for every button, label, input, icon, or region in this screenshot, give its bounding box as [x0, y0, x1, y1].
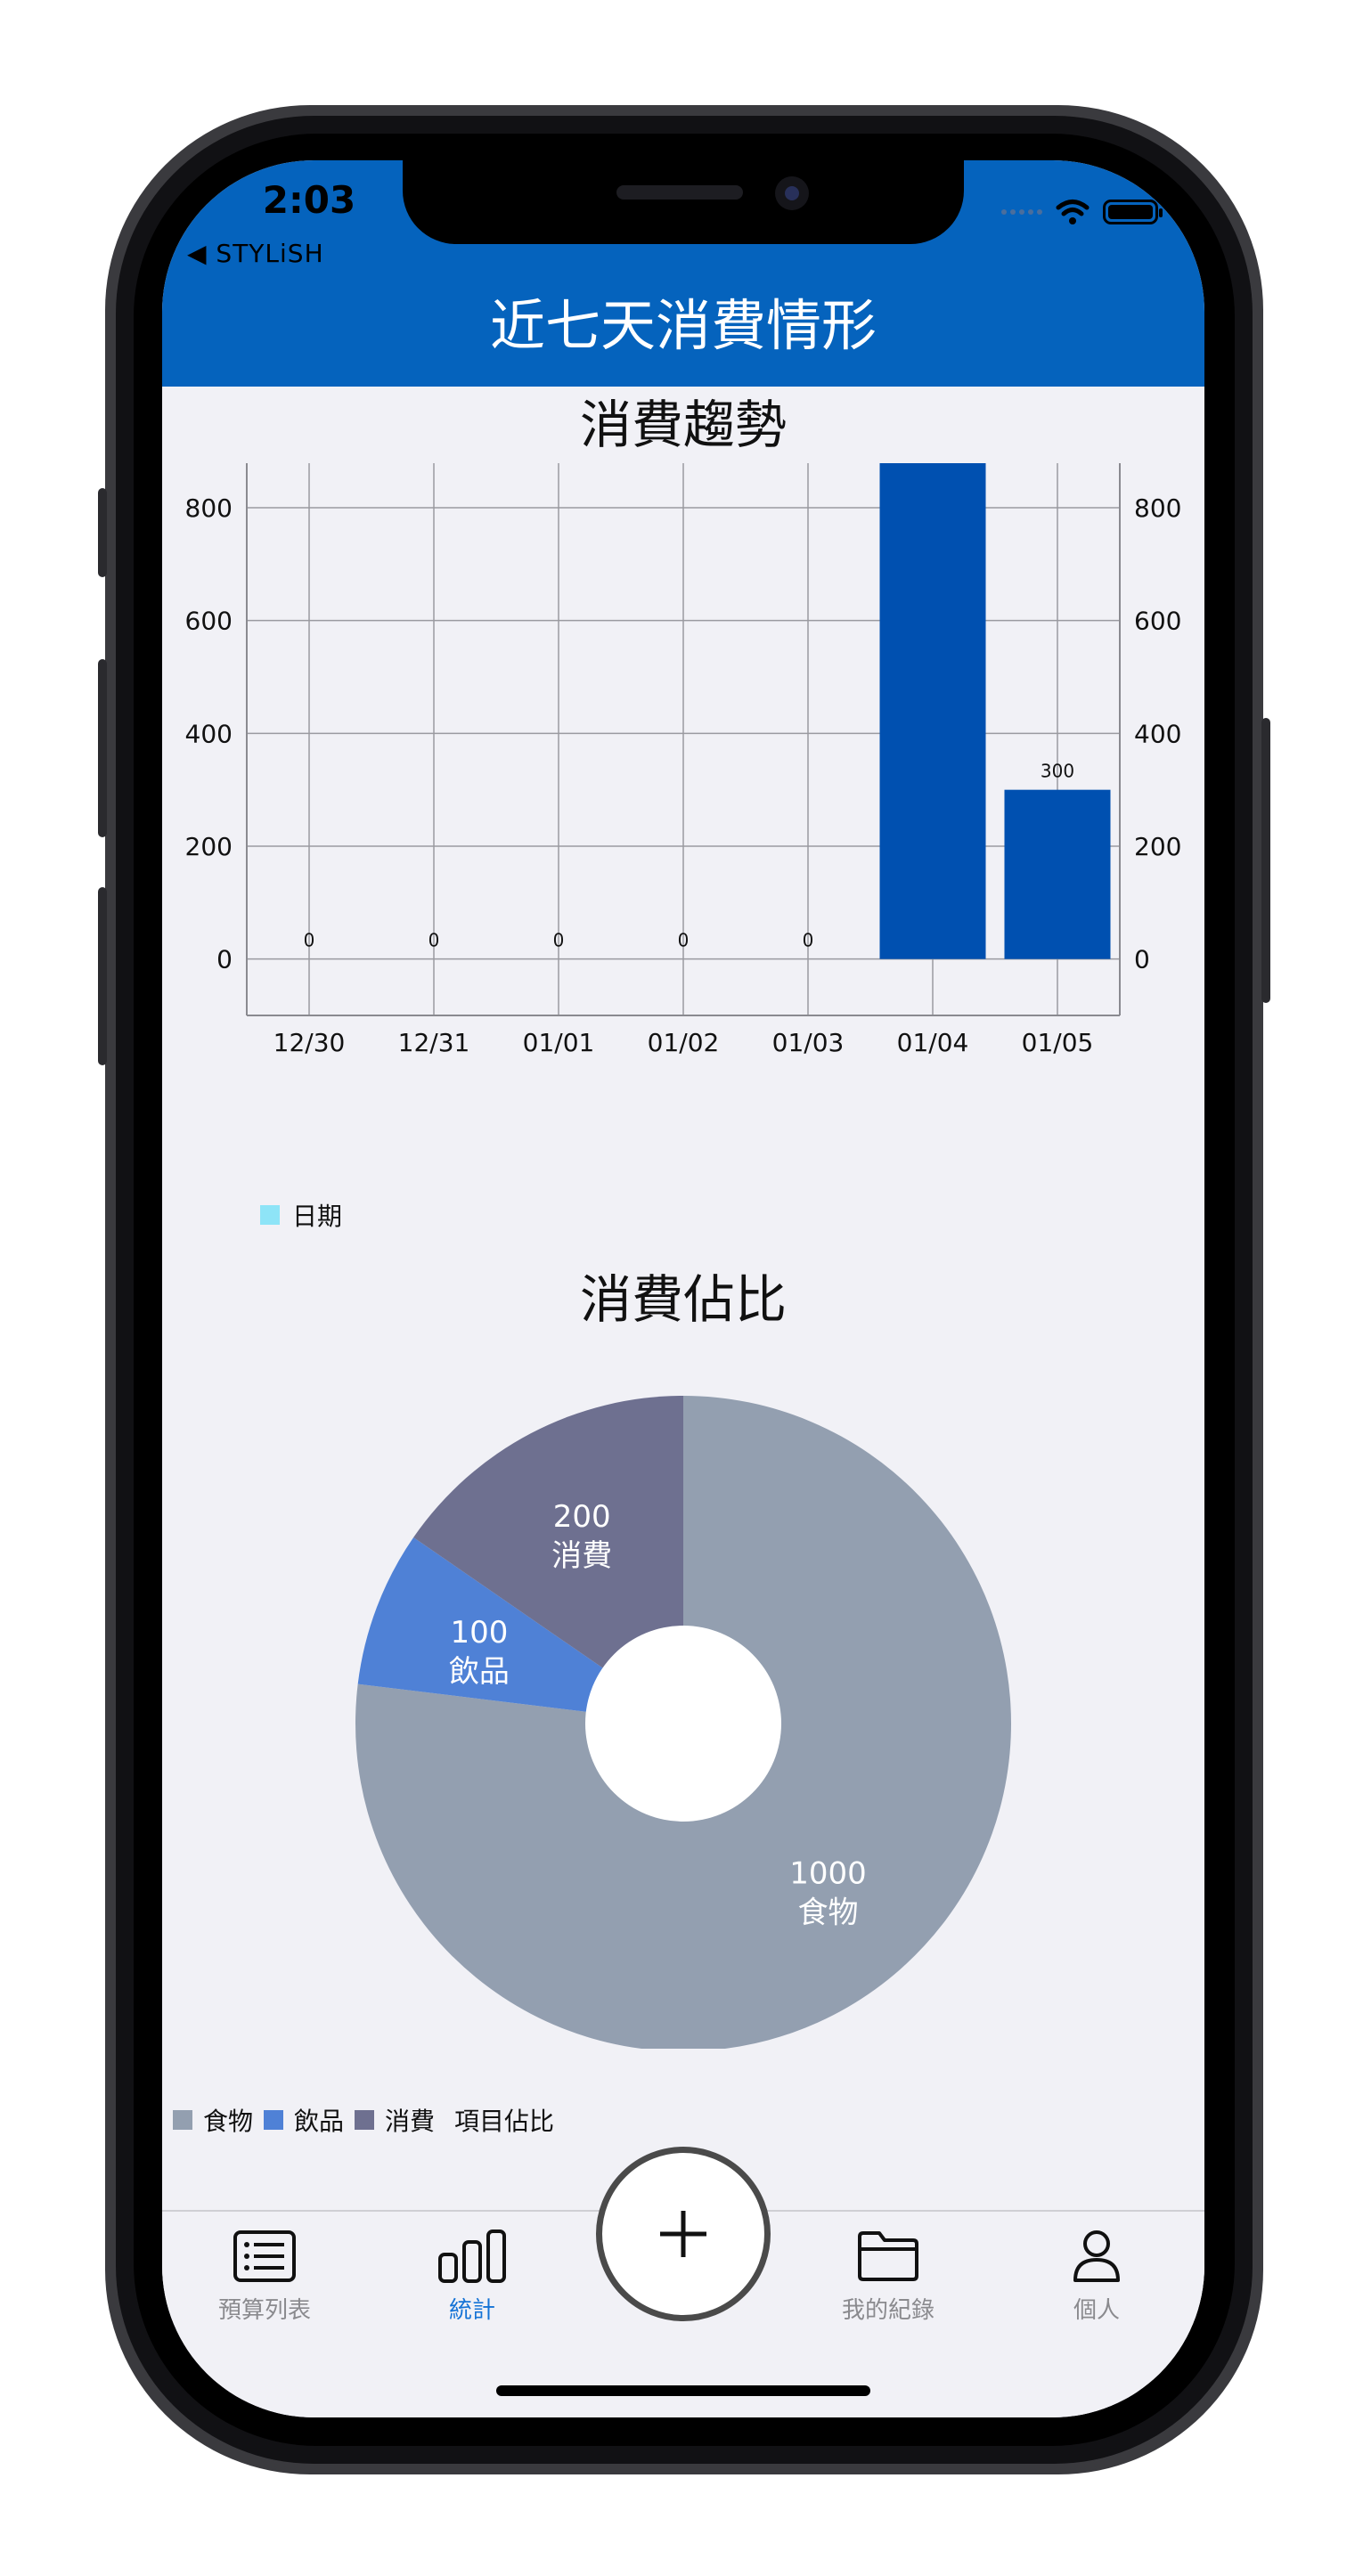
status-time: 2:03 — [262, 178, 356, 222]
share-chart-title: 消費佔比 — [579, 1269, 787, 1330]
wifi-icon — [1056, 200, 1090, 224]
tab-profile[interactable]: 個人 — [1016, 2230, 1177, 2325]
cellular-signal-icon — [1001, 209, 1042, 215]
volume-up-button — [98, 659, 107, 837]
screen: 2:03 ◀ STYLiSH 近七天消費情形 消費趨勢 0 0 200 200 400 4… — [162, 160, 1204, 2417]
bar-value-label: 300 — [1041, 761, 1074, 782]
share-chart-legend: 食物 飲品 消費 項目佔比 — [173, 2102, 554, 2138]
back-to-app-link[interactable]: ◀ STYLiSH — [187, 239, 324, 268]
x-tick-label: 12/31 — [398, 1028, 470, 1057]
slice-category-label: 食物 — [797, 1895, 858, 1930]
slice-spending — [413, 1396, 683, 1724]
legend-title: 項目佔比 — [454, 2107, 555, 2136]
y-tick-label-right: 200 — [1134, 832, 1181, 861]
trend-chart-legend: 日期 — [260, 1197, 342, 1233]
power-button — [1261, 718, 1270, 1003]
tab-my-records-label: 我的紀錄 — [841, 2297, 935, 2324]
notch — [403, 160, 964, 244]
person-icon — [1073, 2230, 1120, 2282]
legend-swatch-food — [173, 2110, 192, 2130]
slice-value-label: 100 — [450, 1615, 508, 1651]
trend-chart-title: 消費趨勢 — [579, 395, 787, 455]
tab-profile-label: 個人 — [1073, 2297, 1120, 2324]
bar-value-label: 0 — [428, 930, 440, 951]
slice-value-label: 200 — [553, 1499, 611, 1535]
x-tick-label: 01/04 — [897, 1028, 969, 1057]
y-tick-label-right: 600 — [1134, 607, 1181, 636]
x-tick-label: 01/02 — [648, 1028, 720, 1057]
y-tick-label-right: 0 — [1134, 945, 1150, 974]
bar-value-label: 0 — [304, 930, 315, 951]
bar — [879, 463, 986, 959]
slice-food — [355, 1396, 1011, 2049]
slice-category-label: 消費 — [551, 1538, 612, 1574]
x-tick-label: 01/01 — [523, 1028, 595, 1057]
y-tick-label-left: 800 — [185, 493, 233, 523]
legend-swatch-spending — [355, 2110, 375, 2130]
x-tick-label: 12/30 — [273, 1028, 346, 1057]
tab-statistics-label: 統計 — [448, 2297, 495, 2324]
legend-swatch-date — [260, 1205, 280, 1225]
bar-value-label: 0 — [678, 930, 690, 951]
bar-value-label: 0 — [803, 930, 814, 951]
trend-bar-chart: 0020020040040060060080080010001000012/30… — [185, 463, 1181, 1057]
tab-budget-list[interactable]: 預算列表 — [184, 2230, 345, 2325]
bar-value-label: 0 — [553, 930, 565, 951]
tab-my-records[interactable]: 我的紀錄 — [808, 2230, 968, 2325]
battery-icon — [1103, 200, 1163, 224]
legend-label-drinks: 飲品 — [294, 2107, 345, 2136]
y-tick-label-left: 600 — [185, 607, 233, 636]
home-indicator — [496, 2385, 870, 2396]
x-tick-label: 01/05 — [1022, 1028, 1094, 1057]
tab-budget-list-label: 預算列表 — [217, 2297, 311, 2324]
plus-icon — [660, 2211, 706, 2257]
volume-down-button — [98, 887, 107, 1065]
y-tick-label-right: 400 — [1134, 719, 1181, 748]
slice-category-label: 飲品 — [449, 1654, 510, 1690]
slice-value-label: 1000 — [789, 1855, 867, 1891]
bar-chart-icon — [438, 2230, 506, 2283]
page-title: 近七天消費情形 — [489, 293, 877, 358]
status-indicators — [1001, 198, 1163, 226]
y-tick-label-right: 800 — [1134, 493, 1181, 523]
legend-label-spending: 消費 — [385, 2107, 436, 2136]
y-tick-label-left: 0 — [216, 945, 233, 974]
folder-icon — [858, 2231, 918, 2281]
x-tick-label: 01/03 — [772, 1028, 845, 1057]
legend-label-date: 日期 — [292, 1202, 343, 1231]
list-icon — [233, 2230, 296, 2282]
y-tick-label-left: 400 — [185, 719, 233, 748]
legend-swatch-drinks — [264, 2110, 284, 2130]
mute-switch — [98, 488, 107, 577]
legend-label-food: 食物 — [203, 2107, 254, 2136]
y-tick-label-left: 200 — [185, 832, 233, 861]
add-record-button[interactable] — [596, 2147, 771, 2321]
donut-hole — [585, 1626, 781, 1822]
bar — [1004, 789, 1111, 959]
tab-statistics[interactable]: 統計 — [392, 2230, 552, 2325]
speaker — [616, 185, 743, 200]
front-camera — [775, 176, 809, 210]
